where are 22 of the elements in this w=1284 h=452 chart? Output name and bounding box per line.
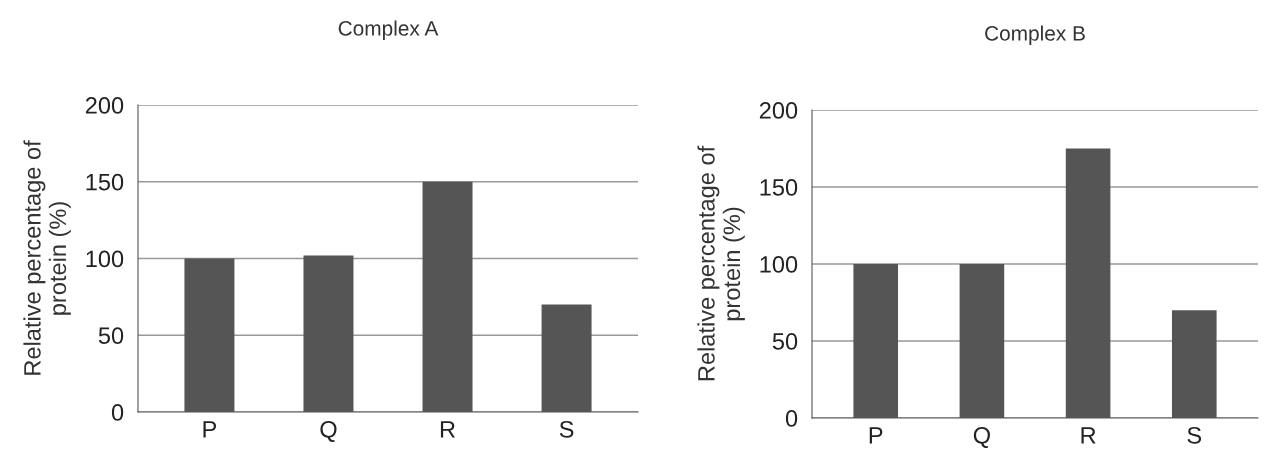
x-tick-label: Q (973, 426, 990, 448)
y-tick-label: 150 (760, 179, 798, 196)
x-tick-label: P (869, 427, 883, 444)
y-tick-label: 100 (86, 250, 124, 268)
y-tick-label: 200 (85, 97, 124, 114)
y-tick-label: 0 (785, 410, 798, 427)
x-tick-label: R (440, 421, 455, 438)
y-axis-title: Relative percentage of protein (%) (23, 140, 71, 375)
y-tick-label: 50 (98, 327, 124, 345)
x-tick-label: R (1081, 427, 1096, 444)
y-tick-label: 200 (759, 102, 798, 119)
y-tick-label: 0 (111, 404, 124, 421)
x-tick-label: S (1187, 426, 1202, 444)
x-tick-label: Q (320, 420, 337, 442)
y-tick-label: 100 (760, 256, 798, 273)
chart-title: Complex B (985, 25, 1085, 45)
y-tick-label: 150 (86, 173, 124, 191)
chart-title: Complex A (338, 20, 439, 40)
y-axis-title: Relative percentage of protein (%) (697, 145, 745, 381)
x-tick-label: P (203, 421, 217, 438)
x-tick-label: S (559, 420, 574, 438)
y-tick-label: 50 (772, 333, 798, 350)
